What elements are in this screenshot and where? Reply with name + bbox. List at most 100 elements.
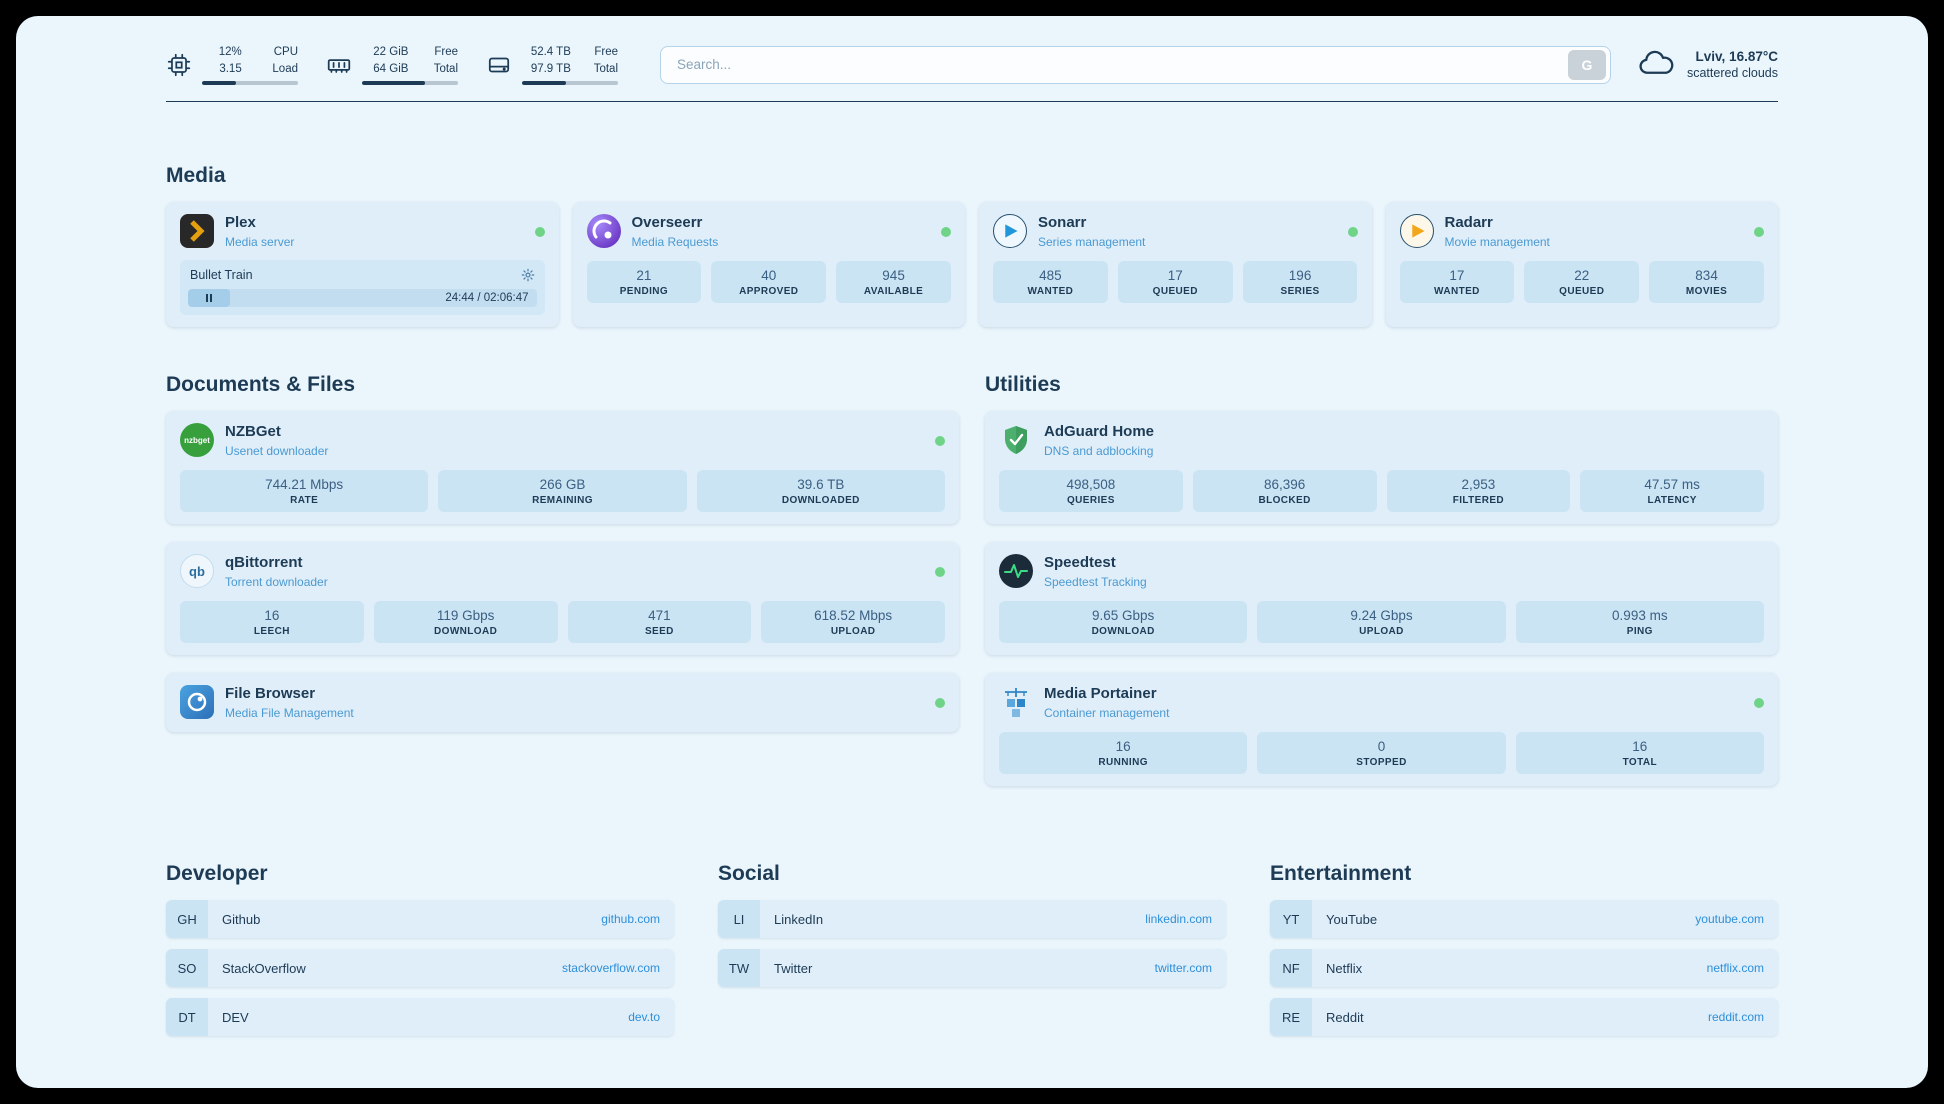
status-dot — [941, 226, 951, 237]
service-card-qbittorrent[interactable]: qb qBittorrent Torrent downloader 16 LEE… — [166, 542, 959, 656]
stat-label: APPROVED — [739, 286, 799, 298]
service-card-portainer[interactable]: Media Portainer Container management 16 … — [985, 673, 1778, 787]
stat-value: 266 GB — [539, 477, 586, 493]
stat-label: MOVIES — [1685, 286, 1728, 298]
ram-readings: 22 GiB Free 64 GiB Total — [362, 44, 458, 77]
stat-value: 2,953 — [1461, 477, 1496, 493]
service-subtitle: Media Requests — [631, 235, 719, 250]
stat-remaining: 266 GB REMAINING — [438, 470, 687, 513]
ram-widget: 22 GiB Free 64 GiB Total — [326, 44, 458, 86]
filebrowser-icon — [180, 685, 214, 720]
stat-value: 618.52 Mbps — [814, 608, 893, 624]
bookmark-netflix[interactable]: NF Netflix netflix.com — [1270, 949, 1778, 988]
ram-progress-track — [362, 81, 458, 86]
service-card-nzbget[interactable]: nzbget NZBGet Usenet downloader 744.21 M… — [166, 411, 959, 525]
gear-icon[interactable] — [521, 268, 535, 282]
pause-icon[interactable] — [205, 294, 212, 303]
bookmark-abbr: GH — [166, 900, 208, 939]
bookmark-stackoverflow[interactable]: SO StackOverflow stackoverflow.com — [166, 949, 674, 988]
cpu-progress-track — [202, 81, 298, 86]
bookmark-url: reddit.com — [1707, 1010, 1764, 1025]
stat-available: 945 AVAILABLE — [836, 261, 951, 304]
cpu-load-value: 3.15 — [219, 62, 242, 75]
stat-download: 9.65 Gbps DOWNLOAD — [999, 601, 1248, 644]
bookmark-url: github.com — [601, 912, 660, 927]
bookmark-abbr: SO — [166, 949, 208, 988]
stat-value: 9.24 Gbps — [1350, 608, 1413, 624]
playback-progress-bar[interactable]: 24:44 / 02:06:47 — [188, 289, 537, 308]
stat-wanted: 17 WANTED — [1399, 261, 1515, 304]
ram-total-value: 64 GiB — [373, 62, 409, 75]
service-subtitle: Torrent downloader — [225, 575, 328, 590]
service-name: Speedtest — [1044, 554, 1116, 572]
stat-upload: 9.24 Gbps UPLOAD — [1257, 601, 1506, 644]
stat-upload: 618.52 Mbps UPLOAD — [761, 601, 945, 644]
stat-value: 834 — [1695, 268, 1718, 284]
search-provider-button[interactable]: G — [1567, 49, 1606, 80]
stat-movies: 834 MOVIES — [1649, 261, 1764, 304]
stat-label: LEECH — [253, 626, 290, 638]
bookmark-linkedin[interactable]: LI LinkedIn linkedin.com — [718, 900, 1226, 939]
stat-label: FILTERED — [1452, 495, 1505, 507]
service-card-speedtest[interactable]: Speedtest Speedtest Tracking 9.65 Gbps D… — [985, 542, 1778, 656]
bookmark-twitter[interactable]: TW Twitter twitter.com — [718, 949, 1226, 988]
stat-value: 17 — [1167, 268, 1183, 284]
weather-condition: scattered clouds — [1686, 66, 1778, 81]
status-dot — [1754, 226, 1764, 237]
service-card-overseerr[interactable]: Overseerr Media Requests 21 PENDING 40 A… — [572, 202, 965, 328]
service-subtitle: Container management — [1044, 706, 1170, 721]
bookmark-abbr: DT — [166, 998, 208, 1037]
status-dot — [534, 226, 545, 237]
stat-running: 16 RUNNING — [999, 732, 1248, 775]
section-title-utilities: Utilities — [985, 373, 1061, 397]
stat-value: 498,508 — [1066, 477, 1116, 493]
section-social: Social LI LinkedIn linkedin.com TW Twitt… — [718, 862, 1226, 998]
service-card-sonarr[interactable]: Sonarr Series management 485 WANTED 17 Q… — [979, 202, 1372, 328]
status-dot — [1754, 697, 1764, 708]
bookmark-name: YouTube — [1326, 911, 1378, 927]
disk-total-value: 97.9 TB — [530, 62, 571, 75]
stat-label: WANTED — [1027, 286, 1074, 298]
bookmark-youtube[interactable]: YT YouTube youtube.com — [1270, 900, 1778, 939]
bookmark-name: Reddit — [1326, 1009, 1364, 1025]
stat-value: 86,396 — [1263, 477, 1306, 493]
cpu-readings: 12% CPU 3.15 Load — [202, 44, 298, 77]
cpu-widget: 12% CPU 3.15 Load — [166, 44, 298, 86]
stat-value: 119 Gbps — [436, 608, 495, 624]
bookmark-reddit[interactable]: RE Reddit reddit.com — [1270, 998, 1778, 1037]
search-input[interactable] — [675, 56, 1568, 74]
stat-downloaded: 39.6 TB DOWNLOADED — [696, 470, 945, 513]
stat-seed: 471 SEED — [567, 601, 752, 644]
stat-label: QUERIES — [1066, 495, 1115, 507]
stat-label: SERIES — [1280, 286, 1320, 298]
playback-progress-fill — [188, 289, 230, 308]
service-card-filebrowser[interactable]: File Browser Media File Management — [166, 673, 959, 733]
search-bar[interactable]: G — [660, 45, 1611, 84]
now-playing-title: Bullet Train — [190, 268, 253, 283]
portainer-icon — [999, 685, 1033, 719]
service-card-radarr[interactable]: Radarr Movie management 17 WANTED 22 QUE… — [1385, 202, 1778, 328]
stat-label: DOWNLOAD — [1091, 626, 1155, 638]
disk-free-label: Free — [594, 46, 618, 58]
service-subtitle: Speedtest Tracking — [1044, 575, 1147, 590]
section-entertainment: Entertainment YT YouTube youtube.com NF … — [1270, 862, 1778, 1047]
service-name: File Browser — [225, 685, 316, 703]
bookmark-github[interactable]: GH Github github.com — [166, 900, 674, 939]
section-media: Media Plex Media server — [166, 164, 1778, 328]
section-title-social: Social — [718, 862, 780, 886]
service-subtitle: DNS and adblocking — [1044, 444, 1154, 459]
stat-label: AVAILABLE — [863, 286, 924, 298]
stat-pending: 21 PENDING — [586, 261, 702, 304]
stat-label: TOTAL — [1622, 757, 1658, 769]
service-card-adguard[interactable]: AdGuard Home DNS and adblocking 498,508 … — [985, 411, 1778, 525]
stat-label: DOWNLOAD — [434, 626, 498, 638]
stat-approved: 40 APPROVED — [711, 261, 827, 304]
bookmark-dev[interactable]: DT DEV dev.to — [166, 998, 674, 1037]
dashboard-page: 12% CPU 3.15 Load — [16, 16, 1928, 1088]
weather-widget: Lviv, 16.87°C scattered clouds — [1637, 46, 1778, 83]
service-card-plex[interactable]: Plex Media server Bullet Train — [166, 202, 559, 328]
bookmark-url: twitter.com — [1154, 961, 1212, 976]
stat-value: 39.6 TB — [797, 477, 845, 493]
service-subtitle: Media server — [225, 235, 295, 250]
service-name: AdGuard Home — [1044, 423, 1155, 441]
